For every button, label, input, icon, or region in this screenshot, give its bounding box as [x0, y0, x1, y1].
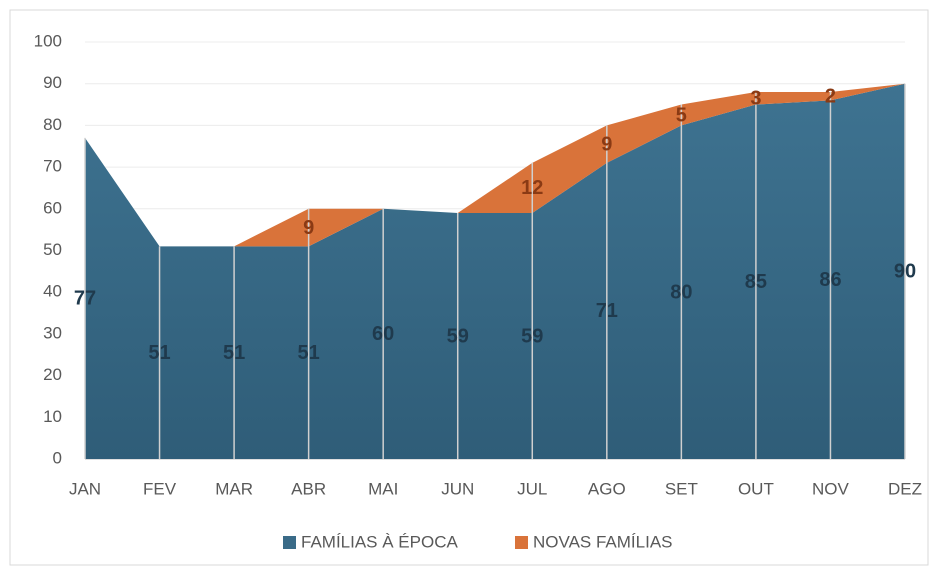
x-tick-label: FEV: [143, 479, 177, 498]
x-tick-label: MAR: [215, 479, 253, 498]
y-tick-label: 40: [43, 282, 62, 301]
y-tick-label: 60: [43, 198, 62, 217]
y-tick-label: 100: [34, 31, 62, 50]
x-tick-label: JUL: [517, 479, 547, 498]
legend-label: NOVAS FAMÍLIAS: [533, 532, 673, 551]
data-label: 3: [750, 88, 761, 110]
y-tick-label: 0: [53, 448, 62, 467]
y-tick-label: 20: [43, 365, 62, 384]
data-label: 77: [74, 288, 96, 310]
data-label: 71: [596, 300, 618, 322]
legend-swatch: [515, 536, 528, 549]
y-tick-label: 80: [43, 115, 62, 134]
data-label: 9: [601, 133, 612, 155]
data-label: 86: [819, 269, 841, 291]
legend-swatch: [283, 536, 296, 549]
data-label: 5: [676, 104, 687, 126]
y-tick-label: 10: [43, 407, 62, 426]
y-tick-label: 70: [43, 157, 62, 176]
data-label: 12: [521, 177, 543, 199]
area: [85, 83, 905, 459]
x-tick-label: DEZ: [888, 479, 922, 498]
data-label: 59: [447, 325, 469, 347]
y-tick-label: 90: [43, 73, 62, 92]
x-tick-label: AGO: [588, 479, 626, 498]
x-tick-label: NOV: [812, 479, 850, 498]
y-tick-label: 30: [43, 323, 62, 342]
data-label: 59: [521, 325, 543, 347]
x-tick-label: OUT: [738, 479, 774, 498]
x-tick-label: JAN: [69, 479, 101, 498]
x-tick-label: ABR: [291, 479, 326, 498]
data-label: 51: [148, 342, 170, 364]
data-label: 85: [745, 271, 767, 293]
data-label: 90: [894, 261, 916, 283]
x-tick-label: MAI: [368, 479, 398, 498]
data-label: 60: [372, 323, 394, 345]
data-label: 51: [298, 342, 320, 364]
y-tick-label: 50: [43, 240, 62, 259]
data-label: 9: [303, 217, 314, 239]
data-label: 2: [825, 85, 836, 107]
legend-label: FAMÍLIAS À ÉPOCA: [301, 532, 458, 551]
data-label: 51: [223, 342, 245, 364]
area: [85, 83, 905, 247]
x-tick-label: JUN: [441, 479, 474, 498]
x-tick-label: SET: [665, 479, 698, 498]
data-label: 80: [670, 281, 692, 303]
